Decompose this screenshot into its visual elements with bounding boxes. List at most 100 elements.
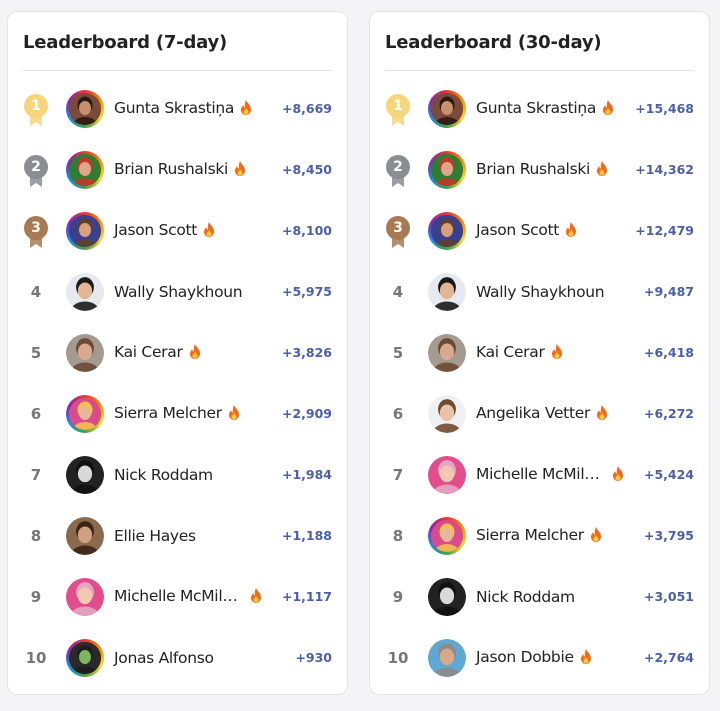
rank-number: 2	[393, 159, 403, 175]
leaderboard-row[interactable]: 5 Kai Cerar +3,826	[8, 322, 347, 383]
rank-number: 4	[392, 282, 404, 301]
user-name[interactable]: Wally Shaykhoun	[476, 282, 605, 301]
leaderboard-row[interactable]: 8 Ellie Hayes +1,188	[8, 505, 347, 566]
avatar[interactable]	[428, 516, 466, 555]
user-name-text: Wally Shaykhoun	[476, 282, 605, 301]
avatar[interactable]	[66, 150, 104, 189]
user-name[interactable]: Wally Shaykhoun	[114, 283, 243, 301]
leaderboard-row[interactable]: 5 Kai Cerar +6,418	[370, 322, 709, 383]
fire-icon	[189, 343, 201, 363]
user-name[interactable]: Sierra Melcher	[476, 526, 602, 546]
medal-icon: 2	[384, 154, 412, 188]
avatar[interactable]	[66, 638, 104, 677]
leaderboard-row[interactable]: 9 Nick Roddam +3,051	[370, 566, 709, 627]
rank-number: 8	[30, 526, 42, 545]
user-name[interactable]: Nick Roddam	[114, 466, 213, 484]
rank-number: 5	[392, 343, 404, 362]
rank-cell: 4	[384, 275, 412, 309]
rank-cell: 5	[384, 336, 412, 370]
avatar[interactable]	[66, 577, 104, 616]
user-name[interactable]: Angelika Vetter	[476, 404, 608, 424]
avatar[interactable]	[428, 577, 466, 616]
avatar[interactable]	[66, 272, 104, 311]
user-name-text: Michelle McMil…	[114, 586, 238, 605]
leaderboard-row[interactable]: 3 Jason Scott +8,100	[8, 200, 347, 261]
avatar[interactable]	[66, 89, 104, 128]
fire-icon	[551, 343, 563, 363]
leaderboard-row[interactable]: 10 Jonas Alfonso +930	[8, 627, 347, 688]
score-delta: +3,795	[643, 528, 694, 543]
score-delta: +14,362	[635, 162, 694, 177]
medal-icon: 1	[384, 93, 412, 127]
avatar[interactable]	[66, 455, 104, 494]
user-name[interactable]: Jason Scott	[476, 221, 577, 241]
rank-cell: 9	[22, 580, 50, 614]
rank-number: 2	[31, 159, 41, 175]
user-name[interactable]: Nick Roddam	[476, 588, 575, 606]
avatar[interactable]	[428, 211, 466, 250]
user-name[interactable]: Michelle McMil…	[114, 587, 262, 607]
leaderboard-row[interactable]: 2 Brian Rushalski +8,450	[8, 139, 347, 200]
rank-cell: 8	[22, 519, 50, 553]
score-delta: +15,468	[635, 101, 694, 116]
leaderboard-row[interactable]: 10 Jason Dobbie +2,764	[370, 627, 709, 688]
fire-icon	[234, 160, 246, 180]
leaderboard-row[interactable]: 8 Sierra Melcher +3,795	[370, 505, 709, 566]
score-delta: +1,188	[281, 528, 332, 543]
score-delta: +6,418	[643, 345, 694, 360]
user-name[interactable]: Jason Dobbie	[476, 648, 592, 668]
user-name-text: Nick Roddam	[476, 587, 575, 606]
leaderboard-row[interactable]: 7 Michelle McMil… +5,424	[370, 444, 709, 505]
leaderboard-row[interactable]: 3 Jason Scott +12,479	[370, 200, 709, 261]
user-name[interactable]: Jonas Alfonso	[114, 649, 214, 667]
rank-cell: 10	[384, 641, 412, 675]
fire-icon	[203, 221, 215, 241]
score-delta: +1,984	[281, 467, 332, 482]
user-name[interactable]: Sierra Melcher	[114, 404, 240, 424]
leaderboard-row[interactable]: 6 Angelika Vetter +6,272	[370, 383, 709, 444]
leaderboard-row[interactable]: 6 Sierra Melcher +2,909	[8, 383, 347, 444]
leaderboard-rows: 1 Gunta Skrastiņa +8,669 2 Brian Rushals…	[8, 78, 347, 688]
rank-cell: 6	[22, 397, 50, 431]
avatar[interactable]	[66, 333, 104, 372]
user-name-text: Jason Scott	[114, 220, 198, 239]
user-name-text: Jason Scott	[476, 220, 560, 239]
rank-cell: 9	[384, 580, 412, 614]
rank-cell: 7	[384, 458, 412, 492]
leaderboard-row[interactable]: 4 Wally Shaykhoun +5,975	[8, 261, 347, 322]
leaderboard-row[interactable]: 1 Gunta Skrastiņa +15,468	[370, 78, 709, 139]
avatar[interactable]	[66, 516, 104, 555]
user-name[interactable]: Jason Scott	[114, 221, 215, 241]
avatar[interactable]	[428, 394, 466, 433]
score-delta: +5,424	[643, 467, 694, 482]
user-name[interactable]: Gunta Skrastiņa	[476, 99, 614, 119]
user-name-text: Gunta Skrastiņa	[114, 98, 235, 117]
user-name[interactable]: Kai Cerar	[114, 343, 201, 363]
avatar[interactable]	[428, 150, 466, 189]
user-name[interactable]: Kai Cerar	[476, 343, 563, 363]
board-title: Leaderboard (7-day)	[23, 32, 228, 53]
leaderboard-row[interactable]: 4 Wally Shaykhoun +9,487	[370, 261, 709, 322]
leaderboard-row[interactable]: 7 Nick Roddam +1,984	[8, 444, 347, 505]
score-delta: +8,100	[281, 223, 332, 238]
medal-icon: 1	[22, 93, 50, 127]
user-name[interactable]: Michelle McMil…	[476, 465, 624, 485]
avatar[interactable]	[428, 455, 466, 494]
user-name-text: Kai Cerar	[476, 342, 545, 361]
leaderboard-30-day: Leaderboard (30-day) 1 Gunta Skrastiņa +…	[369, 11, 710, 695]
user-name[interactable]: Brian Rushalski	[476, 160, 608, 180]
avatar[interactable]	[428, 89, 466, 128]
leaderboard-row[interactable]: 9 Michelle McMil… +1,117	[8, 566, 347, 627]
user-name[interactable]: Gunta Skrastiņa	[114, 99, 252, 119]
avatar[interactable]	[66, 211, 104, 250]
user-name[interactable]: Brian Rushalski	[114, 160, 246, 180]
score-delta: +3,051	[643, 589, 694, 604]
user-name[interactable]: Ellie Hayes	[114, 527, 196, 545]
avatar[interactable]	[66, 394, 104, 433]
avatar[interactable]	[428, 333, 466, 372]
avatar[interactable]	[428, 272, 466, 311]
leaderboard-row[interactable]: 1 Gunta Skrastiņa +8,669	[8, 78, 347, 139]
rank-number: 6	[392, 404, 404, 423]
avatar[interactable]	[428, 638, 466, 677]
leaderboard-row[interactable]: 2 Brian Rushalski +14,362	[370, 139, 709, 200]
